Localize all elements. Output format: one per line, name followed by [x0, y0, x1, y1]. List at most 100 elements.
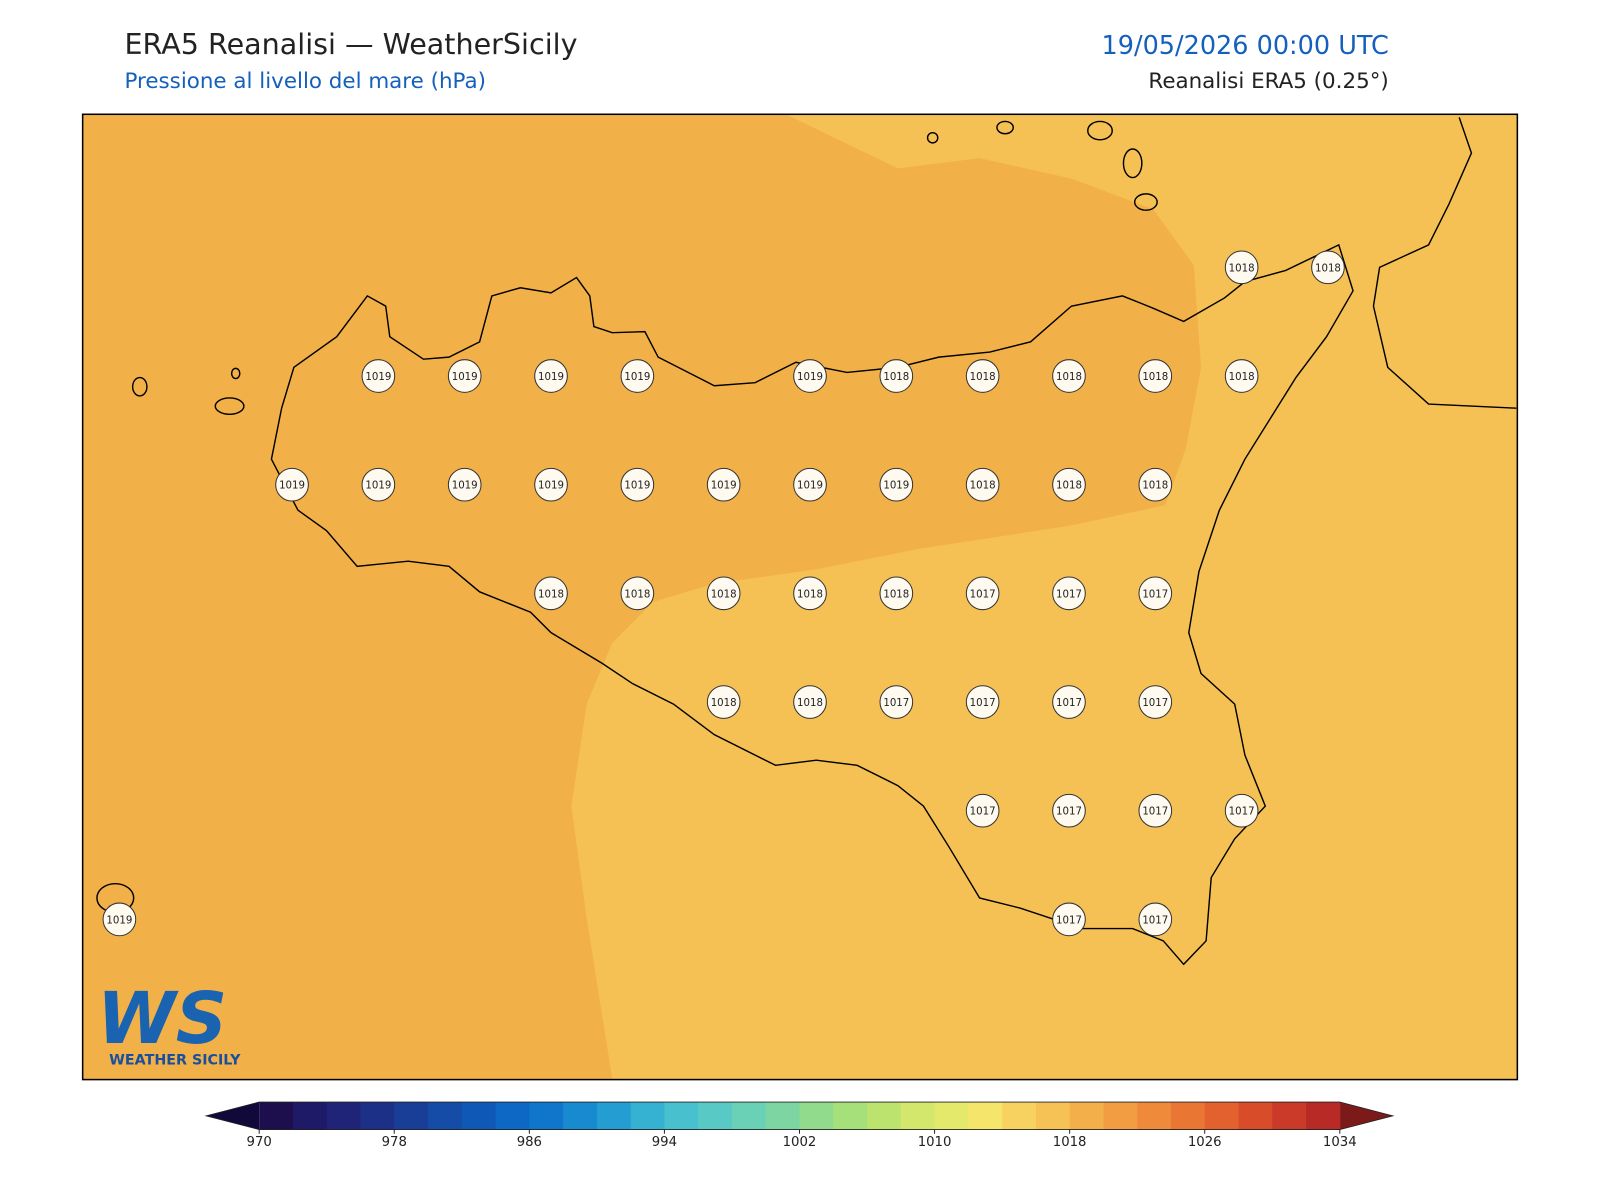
- colorbar-bin: [1002, 1102, 1037, 1130]
- station-marker: [965, 576, 1000, 611]
- colorbar-bin: [1069, 1102, 1104, 1130]
- colorbar-bin: [529, 1102, 564, 1130]
- station: 1019: [447, 467, 482, 502]
- station-marker: [620, 467, 655, 502]
- colorbar-bin: [428, 1102, 463, 1130]
- station: 1017: [965, 685, 1000, 719]
- colorbar-tick-label: 994: [652, 1135, 677, 1150]
- station-marker: [1052, 793, 1086, 828]
- station-value: 1019: [624, 481, 650, 492]
- station-value: 1017: [1229, 807, 1255, 818]
- station: 1018: [793, 576, 827, 611]
- colorbar-bin: [968, 1102, 1003, 1130]
- stations: 1018 1018 1019 1019 1019 1019 1019 1018 1018 1018…: [102, 250, 1345, 937]
- station-value: 1018: [1229, 263, 1255, 274]
- colorbar-tick-label: 986: [517, 1135, 542, 1150]
- station-value: 1018: [538, 589, 564, 600]
- station-marker: [1138, 359, 1173, 393]
- station: 1019: [275, 467, 309, 502]
- colorbar-bin: [1137, 1102, 1172, 1130]
- station: 1019: [534, 467, 568, 502]
- station-marker: [534, 576, 568, 611]
- station-value: 1018: [1056, 372, 1082, 383]
- station: 1018: [1138, 359, 1173, 393]
- station-marker: [965, 359, 1000, 393]
- station-marker: [1138, 793, 1173, 828]
- station: 1019: [706, 467, 741, 502]
- colorbar-bin: [833, 1102, 868, 1130]
- station-value: 1019: [883, 481, 909, 492]
- station-marker: [447, 467, 482, 502]
- colorbar-bin: [1170, 1102, 1206, 1130]
- colorbar-bin: [630, 1102, 665, 1130]
- station-value: 1018: [711, 589, 737, 600]
- colorbar-over: [1339, 1102, 1393, 1130]
- station: 1017: [1138, 793, 1173, 828]
- datetime: 19/05/2026 00:00 UTC: [1102, 31, 1389, 61]
- station-marker: [1138, 902, 1173, 937]
- colorbar-bin: [326, 1102, 362, 1130]
- station: 1019: [447, 359, 482, 393]
- station: 1017: [965, 793, 1000, 828]
- station-marker: [1138, 685, 1173, 719]
- colorbar-tick-label: 1010: [918, 1135, 952, 1150]
- station-value: 1017: [970, 807, 996, 818]
- colorbar-bin: [394, 1102, 429, 1130]
- station: 1019: [102, 902, 137, 937]
- station: 1019: [361, 467, 396, 502]
- station-marker: [1052, 685, 1086, 719]
- station-value: 1019: [538, 481, 564, 492]
- station: 1017: [1138, 576, 1173, 611]
- colorbar-bin: [664, 1102, 699, 1130]
- station: 1018: [534, 576, 568, 611]
- station: 1019: [620, 359, 655, 393]
- station-value: 1018: [970, 481, 996, 492]
- station-marker: [793, 685, 827, 719]
- station-value: 1018: [1056, 481, 1082, 492]
- colorbar-bin: [495, 1102, 530, 1130]
- colorbar-bin: [259, 1102, 294, 1130]
- station-marker: [879, 359, 914, 393]
- station-value: 1018: [797, 698, 823, 709]
- station: 1017: [1052, 793, 1086, 828]
- station-value: 1018: [970, 372, 996, 383]
- station-marker: [879, 467, 914, 502]
- station: 1018: [1052, 467, 1086, 502]
- station: 1019: [879, 467, 914, 502]
- colorbar-bin: [934, 1102, 969, 1130]
- title: ERA5 Reanalisi — WeatherSicily: [124, 27, 577, 61]
- station: 1019: [534, 359, 568, 393]
- station-value: 1018: [1315, 263, 1341, 274]
- colorbar-tick-label: 1034: [1323, 1135, 1357, 1150]
- station-marker: [965, 685, 1000, 719]
- station: 1017: [1052, 576, 1086, 611]
- station: 1018: [706, 685, 741, 719]
- colorbar-bin: [292, 1102, 328, 1130]
- station-marker: [534, 359, 568, 393]
- station-value: 1017: [1056, 915, 1082, 926]
- map: 1018 1018 1019 1019 1019 1019 1019 1018 1018 1018…: [81, 113, 1519, 1081]
- colorbar-under: [206, 1102, 260, 1130]
- station-value: 1017: [883, 698, 909, 709]
- station: 1018: [793, 685, 827, 719]
- colorbar-tick-label: 1002: [783, 1135, 817, 1150]
- station-marker: [1052, 576, 1086, 611]
- station: 1017: [879, 685, 914, 719]
- station-value: 1019: [797, 481, 823, 492]
- station-marker: [1138, 576, 1173, 611]
- logo: WS WEATHER SICILY: [97, 977, 241, 1068]
- station-value: 1018: [883, 589, 909, 600]
- station-marker: [706, 685, 741, 719]
- station-marker: [102, 902, 137, 937]
- station: 1018: [1052, 359, 1086, 393]
- colorbar-bin: [731, 1102, 767, 1130]
- station-value: 1017: [1142, 698, 1168, 709]
- station-value: 1017: [1142, 915, 1168, 926]
- colorbar-tick-label: 1026: [1188, 1135, 1222, 1150]
- colorbar-bin: [1204, 1102, 1239, 1130]
- station-marker: [793, 359, 827, 393]
- colorbar-bin: [1306, 1102, 1341, 1130]
- colorbar-bin: [1272, 1102, 1307, 1130]
- station-value: 1018: [883, 372, 909, 383]
- station-marker: [965, 793, 1000, 828]
